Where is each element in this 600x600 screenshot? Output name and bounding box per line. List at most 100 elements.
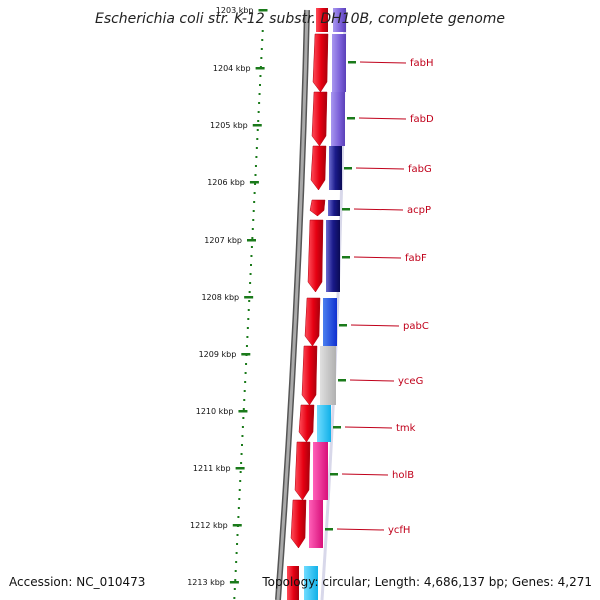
ruler-dot [245,363,248,365]
ruler-tick [258,9,268,12]
ruler-tick-label: 1209 kbp [199,350,237,359]
gene-label: yceG [398,376,423,387]
cog-tick [342,256,350,259]
ruler-dot [260,48,263,50]
cog-block-partial [333,8,346,32]
ruler-dot [255,156,258,158]
ruler-dot [251,228,254,230]
ruler-dot [242,408,245,410]
gene-arrow [312,33,329,93]
ruler-dot [259,84,261,86]
ruler-tick-label: 1203 kbp [216,6,254,15]
ruler-dot [248,300,251,302]
ruler-tick-label: 1205 kbp [210,121,248,130]
ruler-dot [258,102,261,104]
ruler-dot [257,111,260,113]
cog-block [329,146,342,190]
ruler-dot [248,291,251,293]
cog-tick [325,528,333,531]
ruler-dot [253,201,256,203]
gene-arrow [311,91,328,147]
ruler-dot [236,543,239,545]
cog-tick [347,117,355,120]
ruler-dot [254,174,257,176]
ruler-tick-label: 1204 kbp [213,64,251,73]
cog-block [320,346,336,405]
ruler-dot [252,210,255,212]
ruler-tick-label: 1208 kbp [201,293,239,302]
ruler-dot [258,93,261,95]
gene-label: acpP [407,205,431,216]
ruler-dot [241,426,244,428]
cog-block [326,220,340,292]
gene-leader-line [336,528,385,531]
ruler-dot [233,588,236,590]
gene-labels: fabH fabD fabG acpP fabF pabC yceG tmk holB ycfH [336,58,434,536]
ruler-dot [247,318,250,320]
cog-ring [304,8,356,600]
ruler-dot [245,345,248,347]
cog-tick [330,473,338,476]
cog-block [313,442,328,500]
gene-leader-line [341,473,389,476]
backbone [275,9,310,600]
ruler-tick [241,353,251,356]
cog-block [317,405,331,442]
ruler-dot [256,129,259,131]
ruler-dot [239,480,242,482]
ruler-dot [249,282,252,284]
ruler-dot [237,516,240,518]
ruler-dot [241,444,243,446]
gene-arrow [307,219,324,293]
ruler-tick [238,410,248,413]
gene-leader-line [353,208,404,211]
ruler-dot [243,399,246,401]
gene-arrows [287,8,329,600]
ruler-tick [252,124,262,127]
ruler-tick [229,581,239,584]
ruler-tick-label: 1211 kbp [193,464,231,473]
accession-text: Accession: NC_010473 [9,575,145,589]
cog-block [328,200,340,216]
map-title: Escherichia coli str. K-12 substr. DH10B… [95,11,505,27]
ruler-dot [242,417,245,419]
ruler-dot [261,39,264,41]
ruler-tick-label: 1213 kbp [187,578,225,587]
ruler-dot [250,264,252,266]
gene-arrow-partial [316,8,328,32]
ruler-dot [261,30,264,32]
ruler-dot [250,255,253,257]
gene-arrow [310,145,327,191]
cog-tick [342,208,350,211]
cog-block [309,500,323,548]
cog-tick [333,426,341,429]
ruler-dot [246,336,249,338]
cog-block [323,298,337,346]
ruler-dot [234,579,237,581]
gene-arrow [298,404,315,443]
ruler-tick-label: 1212 kbp [190,521,228,530]
ruler-dot [235,552,238,554]
ruler-dot [251,237,254,239]
gene-arrow [309,199,326,217]
cog-block [332,34,346,92]
cog-tick [344,167,352,170]
ruler-dot [237,507,240,509]
gene-label: holB [392,470,414,481]
ruler-dot [240,462,243,464]
cog-tick [339,324,347,327]
ruler-dot [259,75,262,77]
ruler-tick [247,239,256,242]
gene-leader-line [350,324,400,327]
gene-leader-line [349,379,395,382]
gene-leader-line [353,256,402,259]
gene-arrow [294,441,311,501]
topology-text: Topology: circular; Length: 4,686,137 bp… [261,575,592,589]
gene-label: fabF [405,253,427,264]
ruler-dot [238,498,241,500]
cog-tick [348,61,356,64]
ruler-dot [256,138,259,140]
gene-label: tmk [396,423,416,434]
ruler-tick [235,467,245,470]
